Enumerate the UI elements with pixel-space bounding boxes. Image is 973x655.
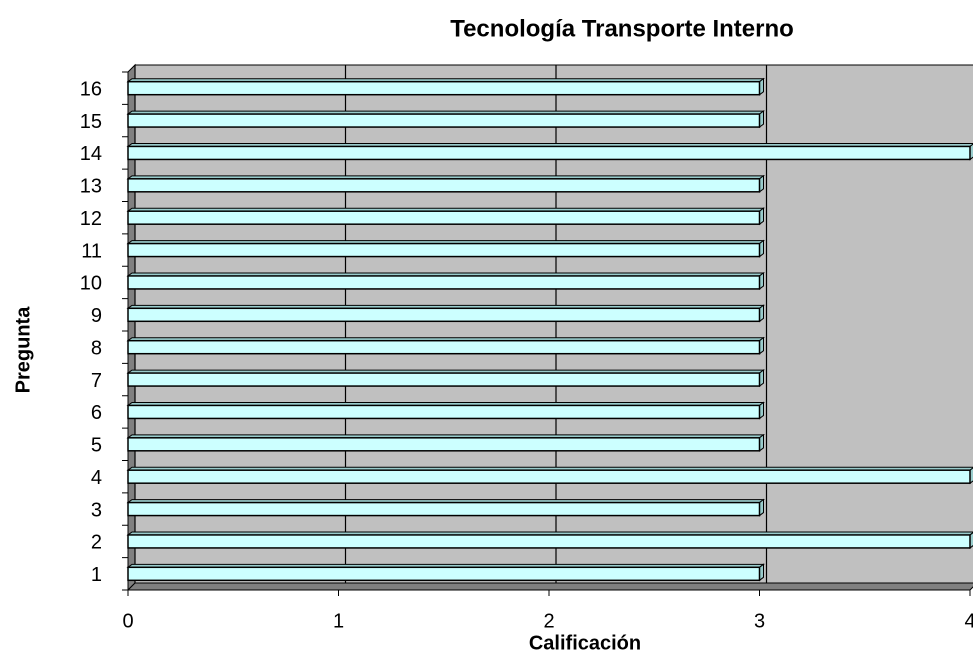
y-tick-label: 7 xyxy=(91,370,102,392)
x-tick-label: 1 xyxy=(333,610,344,632)
x-tick-label: 4 xyxy=(964,610,973,632)
chart-title: Tecnología Transporte Interno xyxy=(450,15,794,42)
x-axis-label: Calificación xyxy=(529,632,641,654)
y-tick-label: 3 xyxy=(91,499,102,521)
bar xyxy=(127,210,761,225)
bar xyxy=(127,566,761,582)
bar xyxy=(127,534,971,549)
bar xyxy=(127,307,761,323)
y-tick-label: 10 xyxy=(80,273,102,295)
bar xyxy=(127,242,761,258)
y-tick-label: 5 xyxy=(91,435,102,457)
bar xyxy=(127,178,761,193)
y-tick-label: 12 xyxy=(80,208,102,230)
bar xyxy=(127,339,761,355)
y-tick-label: 6 xyxy=(91,402,102,424)
bar xyxy=(127,145,971,161)
bar xyxy=(127,437,761,452)
y-tick-label: 14 xyxy=(80,143,102,165)
bar xyxy=(127,80,761,96)
y-tick-label: 1 xyxy=(91,564,102,586)
bar xyxy=(127,113,761,128)
x-tick-label: 0 xyxy=(122,610,133,632)
y-tick-label: 9 xyxy=(91,305,102,327)
y-tick-label: 16 xyxy=(80,78,102,100)
y-tick-label: 13 xyxy=(80,176,102,198)
bar xyxy=(127,275,761,290)
bar xyxy=(127,372,761,387)
x-tick-label: 3 xyxy=(754,610,765,632)
x-tick-label: 2 xyxy=(543,610,554,632)
bar xyxy=(127,404,761,420)
y-axis-label: Pregunta xyxy=(12,306,34,394)
y-tick-label: 15 xyxy=(80,111,102,133)
y-tick-label: 4 xyxy=(91,467,102,489)
bar xyxy=(127,469,971,484)
y-tick-label: 8 xyxy=(91,337,102,359)
floor xyxy=(126,582,973,591)
y-tick-label: 2 xyxy=(91,532,102,554)
y-tick-label: 11 xyxy=(81,240,102,262)
bar xyxy=(127,501,761,517)
